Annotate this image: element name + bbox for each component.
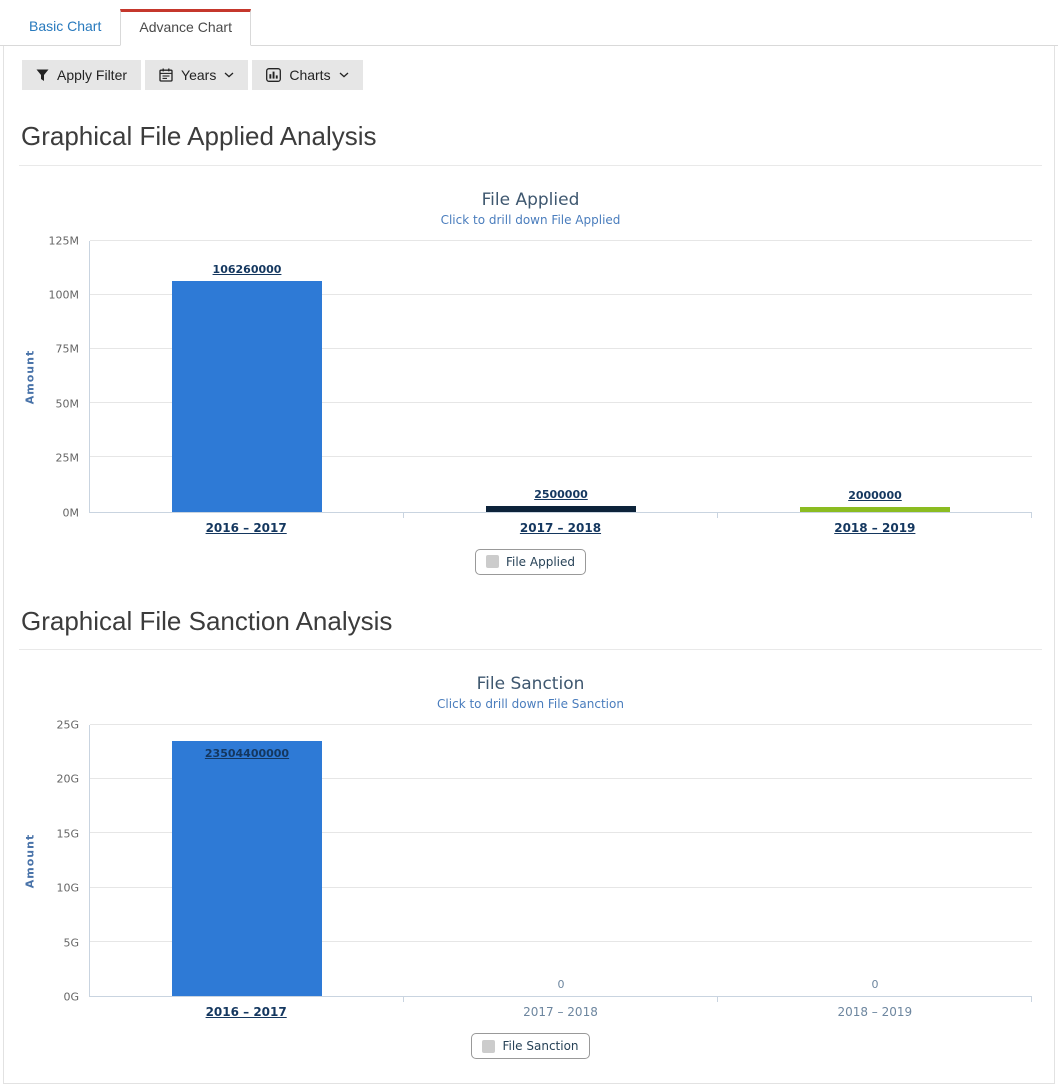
y-axis-tick-label: 25G — [56, 718, 79, 732]
x-axis-spacer — [19, 521, 89, 535]
chart: File Sanction Click to drill down File Sa… — [19, 674, 1042, 1059]
x-axis-tick — [402, 511, 404, 518]
section-divider — [19, 649, 1042, 650]
bar-value-label[interactable]: 106260000 — [212, 263, 282, 277]
y-axis-tick-label: 50M — [55, 397, 80, 411]
y-axis-tick-label: 5G — [63, 936, 79, 950]
x-axis-labels: 2016 – 2017 2017 – 2018 2018 – 2019 — [19, 1005, 1042, 1019]
category-label[interactable]: 2017 – 2018 — [519, 520, 602, 535]
bar[interactable] — [485, 506, 637, 512]
x-axis-tick — [1031, 996, 1032, 1002]
legend-item[interactable]: File Applied — [474, 548, 586, 575]
bar-chart-icon — [266, 68, 282, 82]
x-axis-tick — [717, 511, 718, 518]
gridline — [90, 886, 1032, 888]
chart-subtitle: Click to drill down File Applied — [440, 212, 621, 227]
y-axis-tick-label: 125M — [48, 234, 80, 247]
plot-region: Amount 0M 25M 50M 75M 100M 125M 106260000 250000… — [19, 234, 1042, 519]
y-axis-tick-label: 15G — [56, 827, 79, 841]
y-axis-tick-label: 100M — [48, 288, 80, 302]
legend-item[interactable]: File Sanction — [471, 1033, 590, 1059]
gridline — [90, 239, 1032, 241]
legend-swatch — [485, 555, 499, 568]
section-file-applied: Graphical File Applied Analysis File App… — [19, 120, 1042, 575]
y-axis-tick-label: 75M — [55, 342, 80, 356]
x-axis-tick — [1031, 511, 1032, 518]
x-axis-spacer — [19, 1005, 89, 1019]
legend-swatch — [482, 1039, 496, 1053]
bar[interactable] — [171, 741, 323, 996]
x-axis-labels: 2016 – 2017 2017 – 2018 2018 – 2019 — [19, 521, 1042, 535]
y-axis-tick-label: 10G — [56, 881, 79, 895]
bar[interactable] — [171, 281, 323, 512]
chart-title: File Sanction — [476, 674, 585, 694]
section-divider — [19, 164, 1042, 166]
gridline — [90, 293, 1032, 295]
x-axis-tick — [717, 996, 718, 1002]
gridline — [90, 347, 1032, 349]
gridline — [90, 456, 1032, 458]
filter-icon — [36, 69, 49, 82]
chart: File Applied Click to drill down File App… — [19, 190, 1042, 575]
bar-value-label: 0 — [557, 978, 565, 991]
plot-area: 23504400000 0 0 — [89, 724, 1032, 1002]
y-axis-tick-label: 25M — [55, 451, 80, 465]
apply-filter-label: Apply Filter — [57, 67, 128, 83]
content-panel: Apply Filter Years — [3, 46, 1055, 1084]
legend: File Applied — [19, 548, 1042, 575]
legend-label: File Applied — [505, 554, 575, 569]
y-axis-labels: 0M 25M 50M 75M 100M 125M — [41, 234, 89, 519]
bar-value-label[interactable]: 2500000 — [534, 488, 588, 502]
bar[interactable] — [799, 507, 951, 512]
chart-title: File Applied — [481, 189, 580, 210]
gridline — [90, 940, 1032, 942]
calendar-icon — [159, 68, 173, 82]
category-label[interactable]: 2016 – 2017 — [205, 1005, 287, 1019]
bar-value-label[interactable]: 2000000 — [848, 489, 902, 503]
y-axis-labels: 0G 5G 10G 15G 20G 25G — [41, 719, 89, 1004]
file-sanction-chart: File Sanction Click to drill down File Sa… — [19, 674, 1042, 1059]
y-axis-tick-label: 0G — [63, 990, 79, 1004]
charts-label: Charts — [289, 67, 331, 83]
legend-label: File Sanction — [502, 1039, 579, 1053]
chart-subtitle: Click to drill down File Sanction — [437, 697, 624, 711]
y-axis-title-text: Amount — [23, 833, 37, 889]
y-axis-tick-label: 0M — [62, 506, 80, 519]
chevron-down-icon — [339, 72, 349, 78]
file-applied-chart: File Applied Click to drill down File App… — [19, 190, 1042, 575]
plot-region: Amount 0G 5G 10G 15G 20G 25G 23504400000 0 0 — [19, 719, 1042, 1004]
gridline — [90, 402, 1032, 404]
gridline — [90, 832, 1032, 834]
category-labels: 2016 – 2017 2017 – 2018 2018 – 2019 — [89, 1005, 1032, 1019]
category-label: 2017 – 2018 — [523, 1005, 598, 1019]
category-label[interactable]: 2016 – 2017 — [205, 520, 287, 535]
y-axis-title-text: Amount — [23, 349, 37, 404]
chevron-down-icon — [224, 72, 234, 78]
years-button[interactable]: Years — [145, 60, 249, 90]
bar-value-label[interactable]: 23504400000 — [204, 747, 290, 761]
gridline — [90, 778, 1032, 780]
section-heading-file-sanction: Graphical File Sanction Analysis — [21, 605, 393, 636]
charts-button[interactable]: Charts — [252, 60, 363, 90]
tab-advance-chart[interactable]: Advance Chart — [120, 9, 251, 46]
bar-value-label: 0 — [871, 978, 879, 991]
category-labels: 2016 – 2017 2017 – 2018 2018 – 2019 — [89, 521, 1032, 535]
apply-filter-button[interactable]: Apply Filter — [22, 60, 142, 90]
toolbar: Apply Filter Years — [22, 60, 1042, 90]
x-axis-tick — [402, 996, 404, 1002]
section-file-sanction: Graphical File Sanction Analysis File Sa… — [19, 605, 1042, 1059]
gridline — [90, 724, 1032, 725]
y-axis-tick-label: 20G — [56, 772, 79, 786]
years-label: Years — [181, 67, 217, 83]
legend: File Sanction — [19, 1033, 1042, 1059]
y-axis-title: Amount — [19, 241, 41, 513]
tab-bar: Basic Chart Advance Chart — [0, 0, 1058, 46]
category-label: 2018 – 2019 — [837, 1005, 913, 1019]
section-heading-file-applied: Graphical File Applied Analysis — [21, 121, 377, 151]
category-label[interactable]: 2018 – 2019 — [834, 520, 916, 535]
plot-area: 106260000 2500000 2000000 — [89, 239, 1032, 518]
y-axis-title: Amount — [19, 725, 41, 997]
tab-basic-chart[interactable]: Basic Chart — [10, 8, 121, 45]
